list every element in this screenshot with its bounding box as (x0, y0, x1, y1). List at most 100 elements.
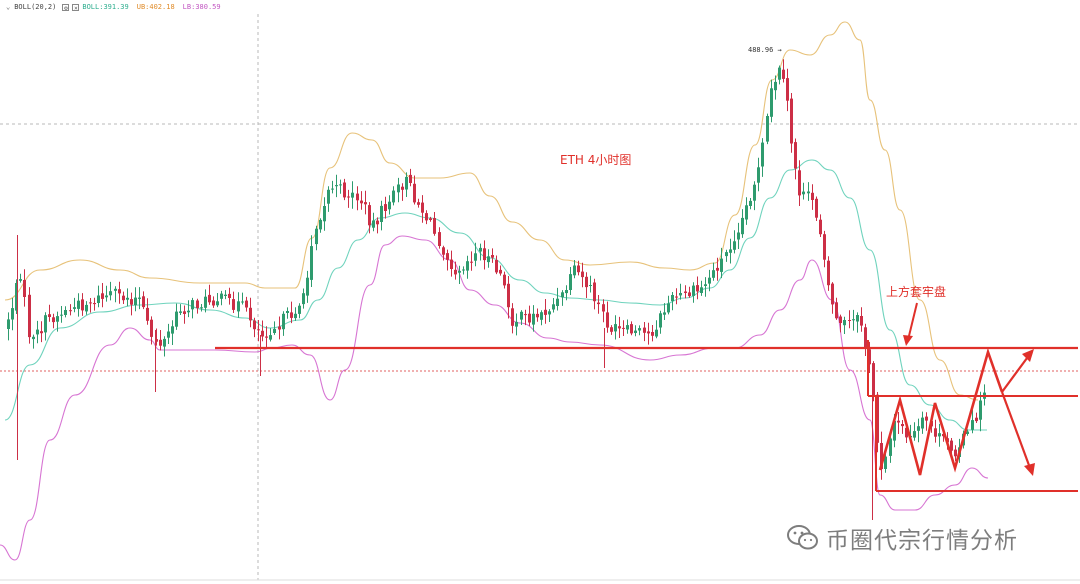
candle-body-223 (921, 417, 924, 429)
candle-body-105 (438, 232, 441, 246)
candle-body-129 (536, 313, 539, 318)
candle-body-213 (880, 443, 883, 470)
candle-body-44 (187, 310, 190, 313)
candle-body-97 (405, 176, 408, 190)
candle-body-25 (109, 291, 112, 296)
candle-body-181 (749, 200, 752, 206)
candle-body-180 (745, 205, 748, 220)
candle-body-76 (319, 219, 322, 230)
candle-body-31 (134, 297, 137, 306)
candle-body-173 (716, 267, 719, 271)
candle-body-199 (823, 234, 826, 260)
candle-body-221 (913, 431, 916, 438)
candle-body-99 (413, 183, 416, 203)
candle-body-161 (667, 303, 670, 313)
candle-body-29 (126, 297, 129, 300)
candle-body-163 (675, 296, 678, 298)
candle-body-67 (282, 313, 285, 330)
candle-body-193 (798, 170, 801, 196)
candle-body-183 (757, 167, 760, 183)
candle-body-51 (216, 301, 219, 306)
candle-body-194 (802, 191, 805, 195)
candle-body-89 (372, 220, 375, 228)
candle-body-63 (265, 336, 268, 338)
candle-body-166 (688, 292, 691, 297)
candle-body-55 (232, 299, 235, 310)
candle-body-114 (474, 253, 477, 261)
chart-annotation-title: ETH 4小时图 (560, 153, 632, 167)
candle-body-140 (581, 271, 584, 278)
candle-body-91 (380, 205, 383, 222)
candle-body-119 (495, 260, 498, 273)
candle-body-192 (794, 142, 797, 169)
mid-band-line (4, 159, 987, 431)
candle-body-121 (503, 274, 506, 286)
candle-body-148 (614, 324, 617, 332)
candle-body-200 (827, 260, 830, 286)
candle-body-155 (643, 327, 646, 333)
candle-body-164 (679, 293, 682, 296)
candle-body-237 (979, 400, 982, 420)
candle-body-20 (89, 302, 92, 304)
candle-body-8 (40, 331, 43, 334)
candle-body-171 (708, 277, 711, 284)
candle-body-21 (93, 303, 96, 305)
candle-body-46 (196, 300, 199, 309)
watermark: 币圈代宗行情分析 (786, 521, 1018, 555)
candles (7, 59, 986, 520)
candle-body-188 (778, 67, 781, 80)
candle-body-82 (343, 182, 346, 198)
candle-body-160 (663, 312, 666, 315)
candle-body-104 (433, 218, 436, 234)
candle-body-83 (347, 196, 350, 198)
candle-body-12 (56, 316, 59, 322)
candle-body-226 (934, 428, 937, 437)
candle-body-170 (704, 284, 707, 286)
candle-body-57 (241, 301, 244, 303)
candle-body-186 (770, 88, 773, 117)
candle-body-6 (32, 336, 35, 340)
candle-body-101 (421, 202, 424, 213)
candle-body-48 (204, 296, 207, 308)
candle-body-23 (101, 293, 104, 299)
candle-body-93 (388, 201, 391, 210)
candle-body-203 (839, 316, 842, 323)
candle-body-145 (602, 304, 605, 312)
candle-body-19 (85, 304, 88, 312)
settings-icon[interactable]: ⚙ (62, 3, 70, 12)
candle-body-126 (524, 314, 527, 316)
candle-body-43 (183, 311, 186, 314)
candle-body-59 (249, 307, 252, 321)
candle-body-202 (835, 302, 838, 319)
candle-body-60 (253, 320, 256, 330)
chevron-down-icon[interactable]: ⌄ (6, 3, 11, 11)
close-icon[interactable]: × (72, 3, 80, 12)
candle-body-30 (130, 299, 133, 305)
candle-body-56 (237, 301, 240, 312)
candle-body-189 (782, 69, 785, 79)
candle-body-36 (155, 339, 158, 342)
candle-body-214 (884, 456, 887, 469)
candle-body-72 (302, 293, 305, 305)
breakout-up-arrow-line (1001, 353, 1031, 393)
candle-body-11 (52, 317, 55, 323)
candle-body-3 (19, 279, 22, 281)
candle-body-162 (671, 295, 674, 302)
candle-body-68 (286, 311, 289, 313)
candle-body-9 (44, 315, 47, 333)
candle-body-107 (446, 253, 449, 260)
candle-body-158 (655, 329, 658, 337)
candle-body-139 (577, 265, 580, 273)
candle-body-109 (454, 269, 457, 275)
candle-body-234 (966, 431, 969, 434)
legend-lower-value: LB:380.59 (182, 3, 221, 11)
zigzag-path (878, 347, 1004, 476)
candle-body-38 (163, 338, 166, 347)
candle-body-131 (544, 309, 547, 315)
candle-body-191 (790, 98, 793, 144)
candle-body-134 (556, 298, 559, 306)
candle-body-86 (360, 200, 363, 204)
candle-body-196 (811, 192, 814, 200)
peak-price-label: 488.96 → (748, 46, 782, 54)
